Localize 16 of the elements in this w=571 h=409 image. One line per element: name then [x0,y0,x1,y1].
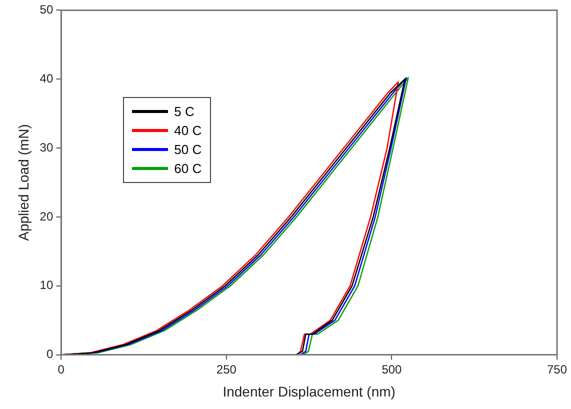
x-tick-label: 250 [216,362,237,376]
y-tick-label: 50 [40,2,54,17]
y-tick-label: 30 [40,140,54,154]
y-tick-label: 40 [40,71,54,86]
y-tick-label: 20 [40,209,54,224]
legend-label: 50 C [174,141,202,160]
y-axis-title: Applied Load (mN) [15,124,32,241]
legend-label: 5 C [174,103,194,122]
x-axis-title: Indenter Displacement (nm) [222,383,396,400]
x-tick-label: 500 [382,362,402,376]
x-tick-label: 0 [58,362,65,376]
y-tick-label: 10 [40,278,54,292]
legend-label: 40 C [174,122,202,140]
y-tick-label: 0 [46,347,54,362]
x-tick-label: 750 [546,362,568,376]
legend-label: 60 C [174,160,202,178]
